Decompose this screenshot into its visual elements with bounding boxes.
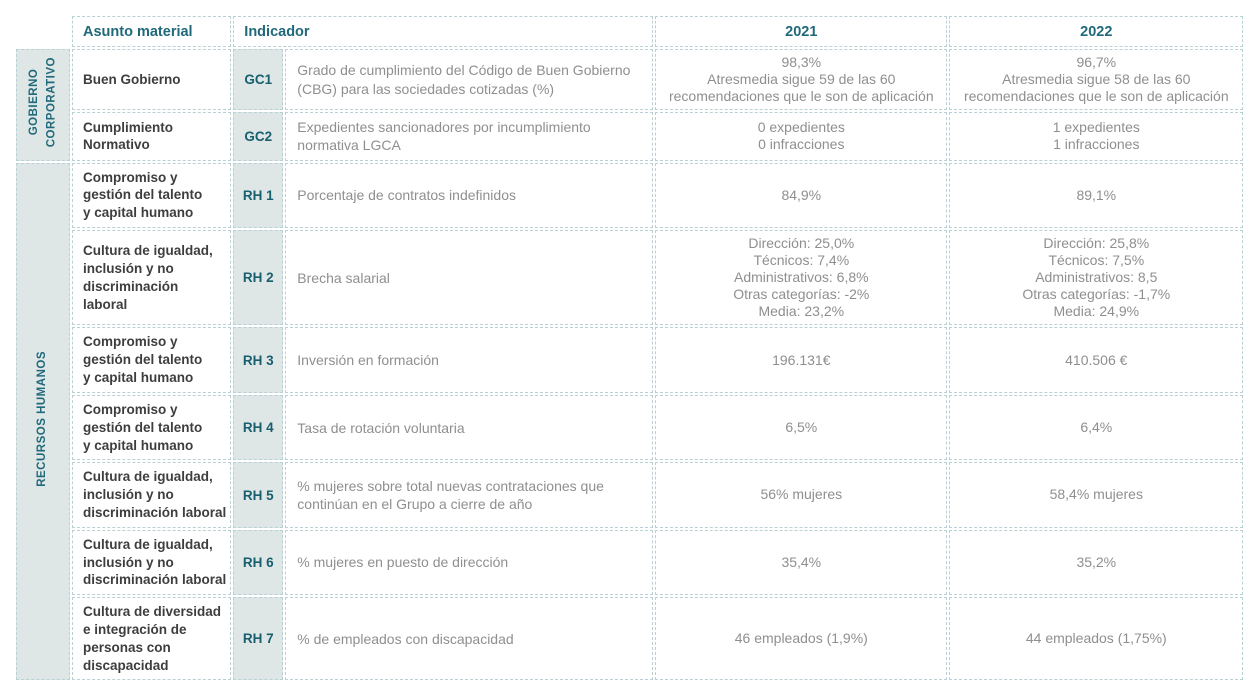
asunto-cell: Cultura de igualdad, inclusión y no discri…: [72, 529, 232, 596]
table-row-gc2: Cumplimiento Normativo GC2 Expedientes sa…: [16, 112, 1244, 161]
indicator-description: Inversión en formación: [285, 327, 654, 393]
indicator-code: RH 4: [233, 394, 284, 461]
materiality-indicators-table: Asunto material Indicador 2021 2022 GOBI…: [14, 14, 1245, 682]
value-2021: 98,3% Atresmedia sigue 59 de las 60 recome…: [655, 49, 948, 111]
value-2022: 89,1%: [949, 162, 1244, 229]
indicator-code: RH 3: [233, 327, 284, 393]
section-label-recursos-humanos: RECURSOS HUMANOS: [36, 351, 49, 487]
asunto-cell: Cultura de igualdad, inclusión y no discri…: [72, 462, 232, 528]
table-row-rh5: Cultura de igualdad, inclusión y no discri…: [16, 462, 1244, 528]
indicator-description: Brecha salarial: [285, 230, 654, 326]
indicator-description: Porcentaje de contratos indefinidos: [285, 162, 654, 229]
table-row-gc1: GOBIERNO CORPORATIVO Buen Gobierno GC1 Gr…: [16, 49, 1244, 161]
indicator-code: GC1: [233, 49, 284, 111]
table-row-rh3: Compromiso y gestión del talento y capital…: [16, 327, 1244, 393]
indicator-code: RH 6: [233, 529, 284, 596]
asunto-cell: Compromiso y gestión del talento y capital…: [72, 394, 232, 461]
indicator-code: RH 1: [233, 162, 284, 229]
indicator-description: Expedientes sancionadores por incumplimi…: [285, 112, 654, 161]
table-row-rh6: Cultura de igualdad, inclusión y no discri…: [16, 529, 1244, 596]
header-indicador: Indicador: [233, 16, 654, 47]
value-2021: 6,5%: [655, 394, 948, 461]
asunto-cell: Compromiso y gestión del talento y capital…: [72, 162, 232, 229]
section-gobierno-corporativo: GOBIERNO CORPORATIVO: [16, 49, 70, 161]
header-2022: 2022: [949, 16, 1244, 47]
asunto-cell: Compromiso y gestión del talento y capital…: [72, 327, 232, 393]
table-row-rh1: RECURSOS HUMANOS Compromiso y gestión del…: [16, 162, 1244, 681]
indicator-code: RH 2: [233, 230, 284, 326]
value-2022: 35,2%: [949, 529, 1244, 596]
header-2021: 2021: [655, 16, 948, 47]
indicator-description: Tasa de rotación voluntaria: [285, 394, 654, 461]
section-label-gobierno-corporativo: GOBIERNO CORPORATIVO: [27, 57, 57, 148]
value-2022: 410.506 €: [949, 327, 1244, 393]
indicator-code: GC2: [233, 112, 284, 161]
value-2021: Dirección: 25,0% Técnicos: 7,4% Administra…: [655, 230, 948, 326]
value-2021: 46 empleados (1,9%): [655, 597, 948, 681]
value-2021: 196.131€: [655, 327, 948, 393]
indicator-code: RH 7: [233, 597, 284, 681]
header-asunto-material: Asunto material: [72, 16, 232, 47]
asunto-cell: Cultura de diversidad e integración de per…: [72, 597, 232, 681]
value-2022: 44 empleados (1,75%): [949, 597, 1244, 681]
indicator-description: % mujeres en puesto de dirección: [285, 529, 654, 596]
value-2022: 6,4%: [949, 394, 1244, 461]
table-row-rh7: Cultura de diversidad e integración de per…: [16, 597, 1244, 681]
value-2022: 96,7% Atresmedia sigue 58 de las 60 recome…: [949, 49, 1244, 111]
table-row-rh2: Cultura de igualdad, inclusión y no discri…: [16, 230, 1244, 326]
indicator-code: RH 5: [233, 462, 284, 528]
header-spacer: [16, 16, 70, 47]
value-2021: 84,9%: [655, 162, 948, 229]
table-header-row: Asunto material Indicador 2021 2022: [16, 16, 1244, 47]
asunto-cell: Cultura de igualdad, inclusión y no discri…: [72, 230, 232, 326]
asunto-cell: Buen Gobierno: [72, 49, 232, 111]
indicator-description: % mujeres sobre total nuevas contratacio…: [285, 462, 654, 528]
section-recursos-humanos: RECURSOS HUMANOS: [16, 162, 70, 681]
value-2022: 1 expedientes 1 infracciones: [949, 112, 1244, 161]
asunto-cell: Cumplimiento Normativo: [72, 112, 232, 161]
value-2021: 56% mujeres: [655, 462, 948, 528]
value-2021: 35,4%: [655, 529, 948, 596]
table-row-rh4: Compromiso y gestión del talento y capital…: [16, 394, 1244, 461]
value-2021: 0 expedientes 0 infracciones: [655, 112, 948, 161]
value-2022: 58,4% mujeres: [949, 462, 1244, 528]
value-2022: Dirección: 25,8% Técnicos: 7,5% Administra…: [949, 230, 1244, 326]
indicator-description: % de empleados con discapacidad: [285, 597, 654, 681]
indicator-description: Grado de cumplimiento del Código de Buen…: [285, 49, 654, 111]
